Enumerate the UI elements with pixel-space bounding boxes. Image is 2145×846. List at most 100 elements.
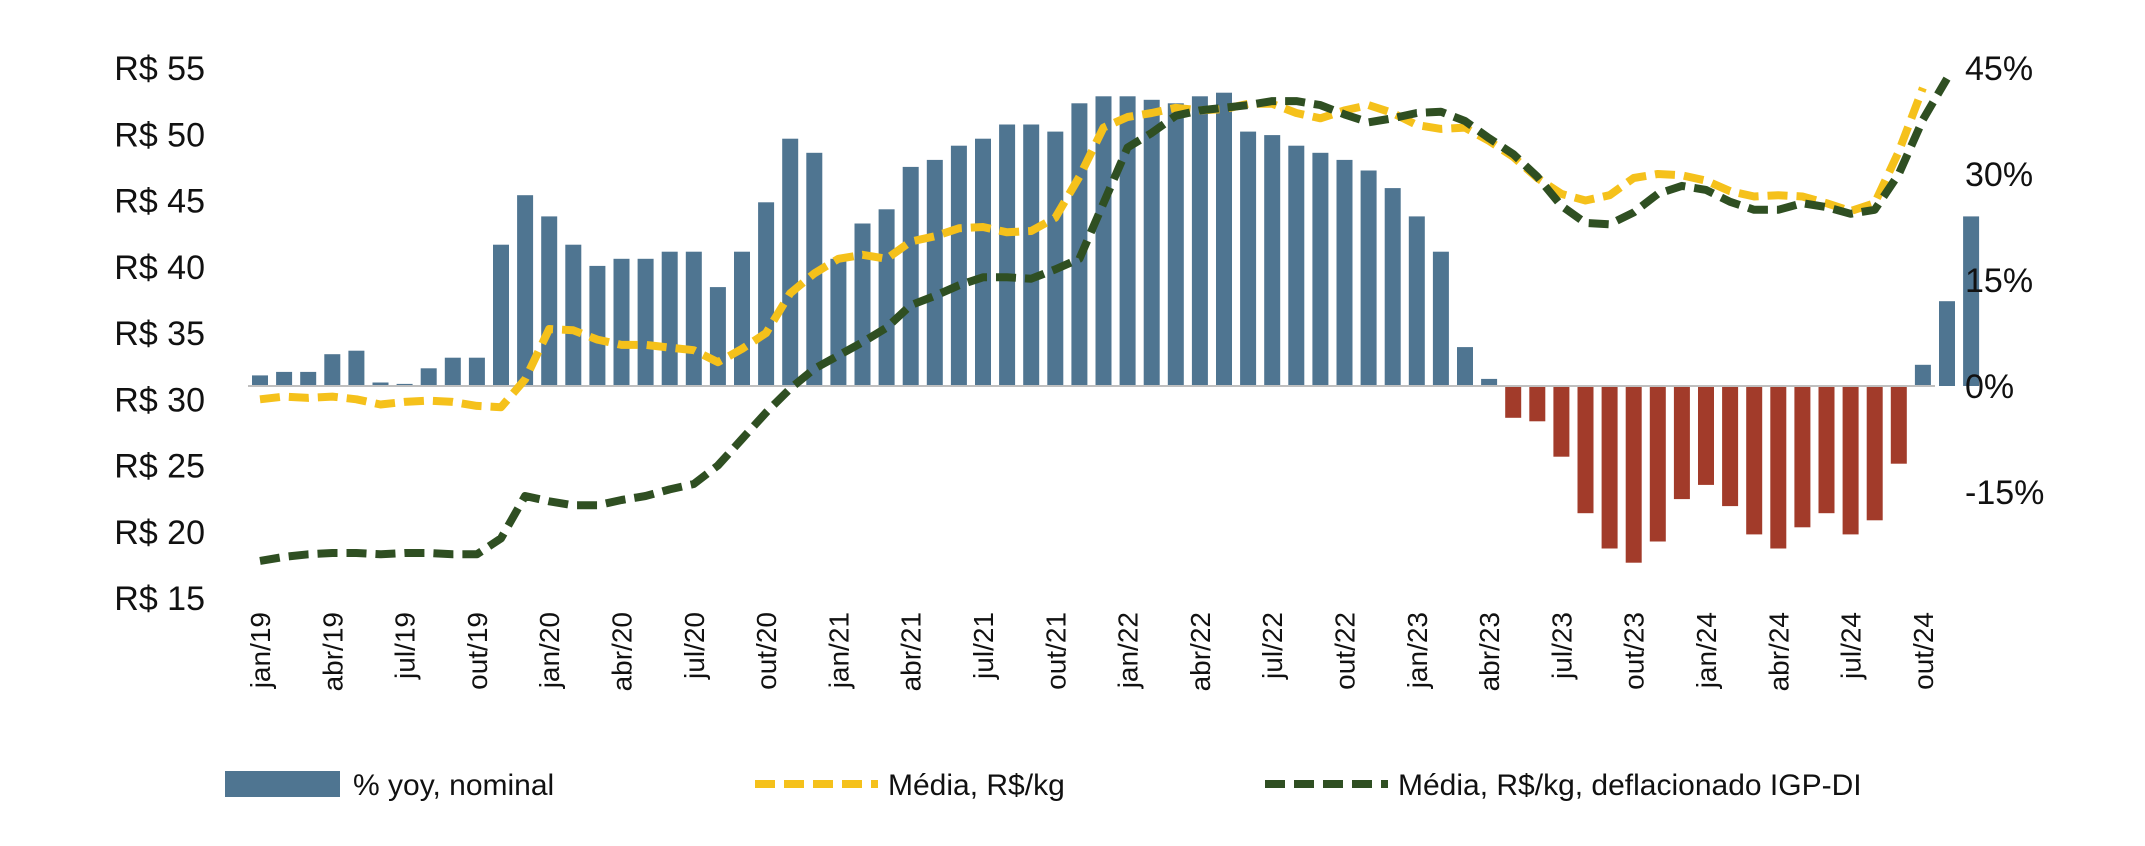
x-tick-label: out/19 bbox=[462, 612, 493, 690]
bar-yoy bbox=[709, 287, 726, 386]
bar-yoy bbox=[565, 244, 582, 386]
left-tick-label: R$ 55 bbox=[114, 50, 205, 88]
bar-yoy bbox=[1939, 301, 1955, 386]
right-tick-label: 0% bbox=[1965, 368, 2014, 406]
x-tick-label: jul/19 bbox=[390, 612, 421, 680]
bar-yoy bbox=[468, 357, 485, 386]
x-tick-label: abr/19 bbox=[317, 612, 348, 691]
bar-yoy bbox=[1505, 386, 1522, 418]
right-tick-label: -15% bbox=[1965, 474, 2044, 512]
left-tick-label: R$ 45 bbox=[114, 183, 205, 221]
bar-yoy bbox=[493, 244, 509, 386]
bar-yoy bbox=[1794, 386, 1811, 528]
x-tick-label: abr/23 bbox=[1474, 612, 1505, 691]
bar-yoy bbox=[1240, 131, 1257, 386]
right-tick-label: 45% bbox=[1965, 50, 2033, 88]
bar-yoy bbox=[734, 251, 750, 386]
right-tick-label: 30% bbox=[1965, 156, 2033, 194]
bar-yoy bbox=[782, 138, 799, 386]
bar-yoy bbox=[830, 258, 847, 386]
bar-yoy bbox=[1312, 152, 1329, 386]
bar-yoy bbox=[1432, 251, 1449, 386]
bar-yoy bbox=[1167, 103, 1184, 387]
bar-yoy bbox=[1095, 96, 1112, 387]
legend: % yoy, nominal Média, R$/kg Média, R$/kg… bbox=[225, 769, 1862, 802]
bar-yoy bbox=[1601, 386, 1618, 549]
bar-yoy bbox=[1481, 378, 1498, 386]
bar-yoy bbox=[661, 251, 678, 386]
bar-yoy bbox=[1673, 386, 1690, 500]
bar-yoy bbox=[1457, 347, 1473, 386]
x-tick-label: abr/22 bbox=[1185, 612, 1216, 691]
bar-yoy bbox=[637, 258, 654, 386]
bar-yoy bbox=[926, 159, 943, 386]
x-tick-label: out/22 bbox=[1330, 612, 1361, 690]
x-axis-ticks: jan/19 abr/19 jul/19 out/19 jan/20 abr/20 jul/… bbox=[245, 612, 1939, 691]
bar-yoy bbox=[1722, 386, 1739, 507]
bar-yoy bbox=[1914, 364, 1931, 386]
bar-yoy bbox=[348, 350, 365, 386]
x-tick-label: jan/20 bbox=[534, 612, 565, 689]
bar-yoy bbox=[1216, 92, 1232, 386]
bar-yoy bbox=[444, 357, 461, 386]
bar-yoy bbox=[975, 138, 991, 386]
left-tick-label: R$ 35 bbox=[114, 315, 205, 353]
x-tick-label: jul/23 bbox=[1546, 612, 1577, 680]
bar-yoy bbox=[685, 251, 702, 386]
bar-yoy bbox=[1336, 159, 1353, 386]
bar-yoy bbox=[372, 382, 389, 386]
x-tick-label: out/23 bbox=[1619, 612, 1650, 690]
bar-yoy bbox=[1264, 135, 1281, 386]
left-tick-label: R$ 25 bbox=[114, 448, 205, 486]
bar-yoy bbox=[252, 375, 268, 386]
x-tick-label: jul/21 bbox=[968, 612, 999, 680]
legend-swatch-yoy bbox=[225, 771, 340, 797]
x-tick-label: jul/24 bbox=[1836, 612, 1867, 680]
x-tick-label: jul/22 bbox=[1257, 612, 1288, 680]
bar-yoy bbox=[1191, 96, 1208, 387]
x-tick-label: jul/20 bbox=[679, 612, 710, 680]
legend-label-deflacionado: Média, R$/kg, deflacionado IGP-DI bbox=[1398, 769, 1862, 802]
bar-yoy bbox=[589, 265, 606, 386]
bar-yoy bbox=[1625, 386, 1642, 563]
left-tick-label: R$ 20 bbox=[114, 514, 205, 552]
left-tick-label: R$ 40 bbox=[114, 249, 205, 287]
bar-yoy bbox=[854, 223, 871, 386]
bar-yoy bbox=[1023, 124, 1040, 386]
bar-yoy bbox=[1360, 170, 1377, 386]
bar-yoy bbox=[1770, 386, 1787, 549]
line-media bbox=[259, 86, 1927, 412]
bar-yoy bbox=[1529, 386, 1546, 422]
bar-yoy bbox=[1866, 386, 1883, 521]
x-tick-label: out/20 bbox=[751, 612, 782, 690]
legend-label-yoy: % yoy, nominal bbox=[353, 769, 554, 802]
bar-yoy bbox=[1119, 96, 1136, 387]
bar-yoy bbox=[1047, 131, 1064, 386]
line-media-deflacionado bbox=[259, 76, 1951, 565]
bar-yoy bbox=[1818, 386, 1835, 514]
bar-yoy bbox=[324, 354, 341, 386]
x-tick-label: abr/21 bbox=[896, 612, 927, 691]
bar-yoy bbox=[1577, 386, 1594, 514]
bar-yoy bbox=[1553, 386, 1570, 457]
bar-yoy bbox=[613, 258, 630, 386]
bar-yoy bbox=[878, 209, 895, 386]
x-tick-label: jan/22 bbox=[1113, 612, 1144, 689]
bar-yoy bbox=[276, 371, 293, 386]
left-tick-label: R$ 15 bbox=[114, 580, 205, 618]
bar-yoy bbox=[517, 195, 534, 386]
bar-yoy bbox=[300, 371, 317, 386]
lines-layer bbox=[259, 76, 1951, 565]
bar-yoy bbox=[1408, 216, 1425, 386]
bar-yoy bbox=[1288, 145, 1305, 386]
x-tick-label: out/21 bbox=[1040, 612, 1071, 690]
left-tick-label: R$ 50 bbox=[114, 116, 205, 154]
x-tick-label: jan/23 bbox=[1402, 612, 1433, 689]
bar-yoy bbox=[541, 216, 558, 386]
bar-yoy bbox=[1890, 386, 1907, 464]
bar-yoy bbox=[999, 124, 1016, 386]
bar-yoy bbox=[396, 383, 413, 386]
right-axis-ticks: -15% 0% 15% 30% 45% bbox=[1965, 50, 2044, 512]
